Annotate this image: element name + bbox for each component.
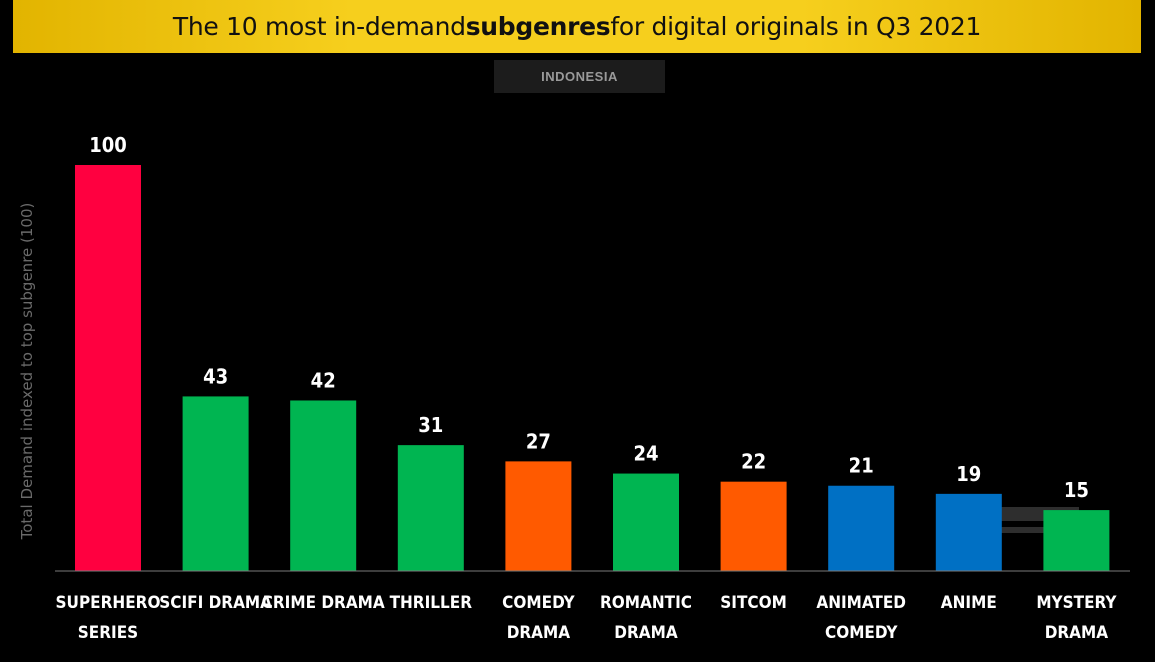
bar-7 [828,485,895,571]
title-text-post: for digital originals in Q3 2021 [610,12,982,41]
bars-group [75,165,1110,571]
data-label-5: 24 [633,442,658,466]
category-label-0-0: SUPERHERO [56,593,161,613]
bar-2 [290,400,357,571]
category-label-8-0: ANIME [941,593,997,613]
category-label-3-0: THRILLER [390,593,473,613]
bar-9 [1043,510,1110,571]
labels-group: 100 SUPERHERO SERIES 43 SCIFI DRAMA 42 CRIME D… [56,133,1118,643]
data-label-8: 19 [956,462,981,486]
region-label: INDONESIA [494,60,665,93]
category-label-2-0: CRIME DRAMA [262,593,385,613]
category-label-4-1: DRAMA [507,623,571,643]
category-label-7-1: COMEDY [825,623,898,643]
bar-5 [613,473,679,571]
data-label-6: 22 [741,450,766,474]
data-label-1: 43 [203,364,228,388]
category-label-9-1: DRAMA [1045,623,1109,643]
data-label-3: 31 [418,413,443,437]
bar-0 [75,165,141,571]
title-text-pre: The 10 most in-demand [172,12,466,41]
category-label-4-0: COMEDY [502,593,575,613]
category-label-9-0: MYSTERY [1036,593,1117,613]
data-label-4: 27 [526,429,551,453]
category-label-5-1: DRAMA [614,623,678,643]
category-label-1-0: SCIFI DRAMA [159,593,272,613]
data-label-2: 42 [311,368,336,392]
data-label-7: 21 [849,454,874,478]
category-label-7-0: ANIMATED [816,593,906,613]
category-label-0-1: SERIES [78,623,138,643]
category-label-5-0: ROMANTIC [600,593,692,613]
data-label-0: 100 [89,133,127,157]
bar-1 [182,396,249,571]
title-text-bold: subgenres [465,12,611,41]
bar-4 [505,461,572,571]
chart-title: The 10 most in-demand subgenres for digi… [13,0,1141,53]
category-label-6-0: SITCOM [720,593,787,613]
bar-3 [397,445,464,571]
data-label-9: 15 [1064,478,1089,502]
bar-8 [935,493,1002,571]
bar-6 [720,481,787,571]
